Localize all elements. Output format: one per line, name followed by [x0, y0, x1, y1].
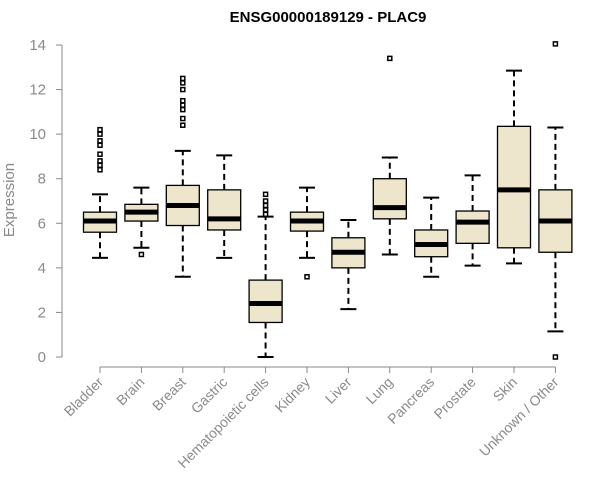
box-series [82, 41, 573, 360]
x-tick-label: Lung [363, 374, 396, 407]
x-tick-label: Prostate [431, 374, 479, 422]
outlier-point [97, 167, 103, 173]
outlier-point [180, 86, 186, 93]
box-group [538, 41, 573, 360]
x-tick-label: Bladder [61, 374, 107, 420]
outlier-point [552, 41, 559, 47]
y-tick-label: 12 [29, 82, 46, 99]
outlier-point [97, 151, 103, 157]
y-tick-label: 4 [38, 260, 46, 277]
y-tick-label: 8 [38, 171, 46, 188]
x-tick-label: Brain [113, 374, 147, 408]
box-group [165, 75, 200, 278]
y-tick-label: 0 [38, 349, 46, 366]
outlier-point [387, 55, 393, 62]
outlier-point [180, 106, 186, 113]
box-group [496, 69, 532, 265]
y-tick-label: 2 [38, 304, 46, 321]
outlier-point [97, 162, 103, 169]
y-tick-label: 6 [38, 215, 46, 232]
outlier-point [97, 138, 103, 144]
box-iqr [496, 125, 532, 249]
box-iqr [372, 178, 407, 220]
outlier-point [97, 131, 103, 137]
outlier-point [304, 274, 310, 280]
box-group [82, 126, 118, 259]
box-group [289, 186, 325, 280]
x-tick-label: Liver [322, 374, 355, 407]
x-tick-label: Skin [490, 374, 521, 405]
y-axis: 0 2 4 6 8 10 12 14 [29, 37, 63, 366]
outlier-point [97, 158, 103, 164]
outlier-point [180, 75, 186, 82]
box-group [207, 154, 242, 259]
outlier-point [138, 251, 145, 258]
outlier-point [180, 97, 186, 104]
box-group [455, 174, 490, 267]
box-group [331, 218, 366, 311]
outlier-point [180, 80, 186, 86]
y-tick-label: 14 [29, 37, 46, 54]
x-tick-label: Unknown / Other [476, 374, 562, 460]
outlier-point [180, 122, 186, 128]
outlier-point [262, 198, 269, 204]
box-iqr [207, 189, 242, 231]
y-axis-label: Expression [1, 163, 18, 237]
outlier-point [262, 207, 269, 213]
outlier-point [552, 354, 559, 360]
chart-title: ENSG00000189129 - PLAC9 [230, 9, 427, 26]
outlier-point [97, 126, 103, 133]
box-group [414, 196, 449, 278]
outlier-point [180, 102, 186, 108]
outlier-point [97, 142, 103, 149]
x-tick-label: Breast [149, 374, 189, 414]
outlier-point [262, 202, 269, 209]
box-group [372, 55, 407, 256]
box-group [248, 191, 283, 358]
box-iqr [455, 210, 490, 244]
x-tick-label: Kidney [272, 374, 314, 416]
outlier-point [262, 211, 269, 218]
outlier-point [262, 191, 269, 198]
outlier-point [180, 115, 186, 122]
y-tick-label: 10 [29, 126, 46, 143]
box-group [124, 186, 159, 258]
